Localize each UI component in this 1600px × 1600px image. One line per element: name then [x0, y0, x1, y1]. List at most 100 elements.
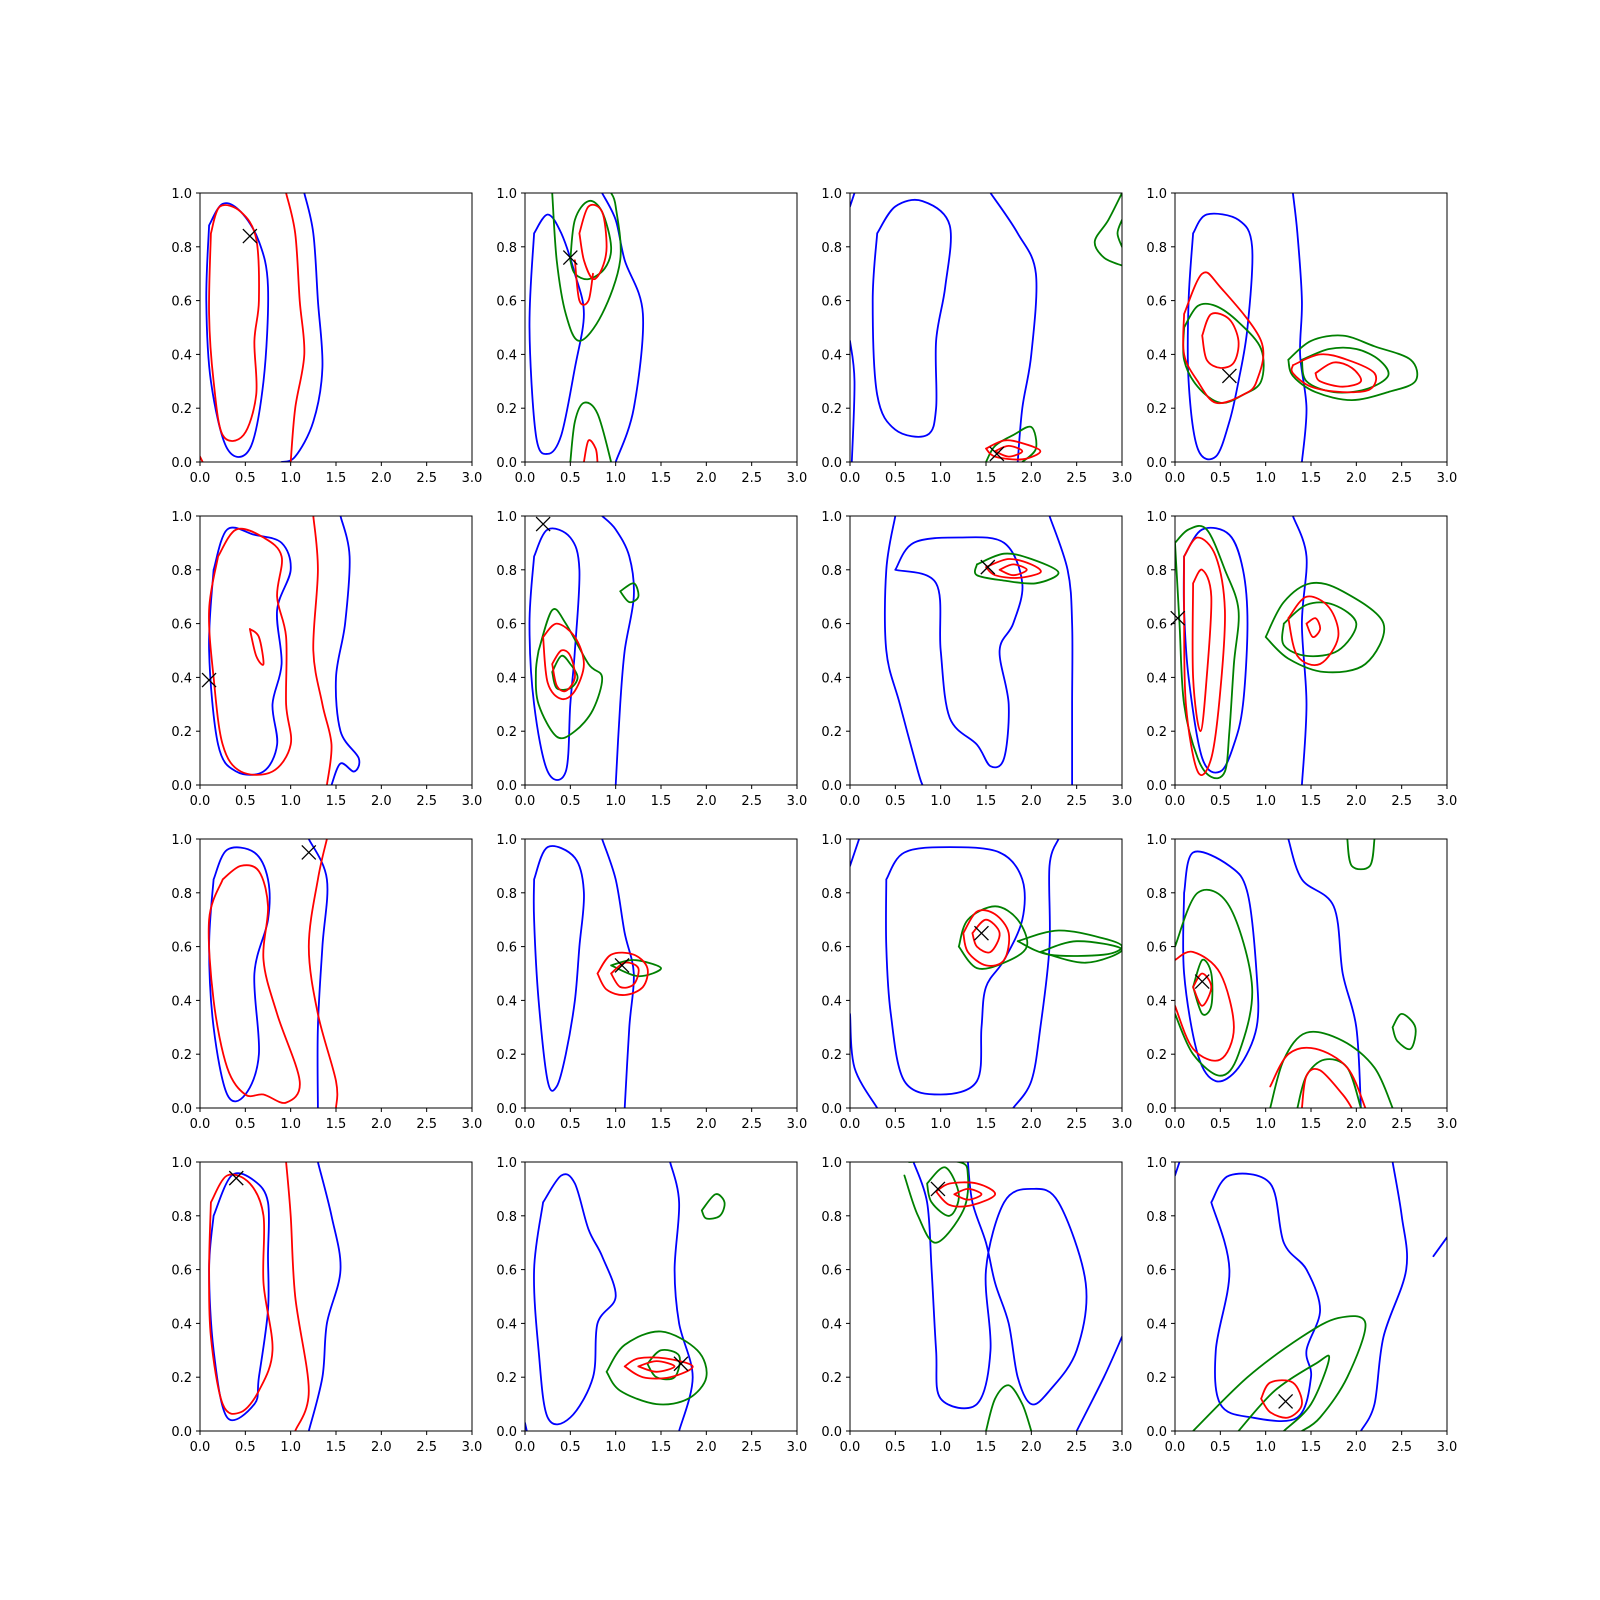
red-contour — [551, 649, 576, 693]
x-tick-label: 0.0 — [1165, 1117, 1186, 1132]
x-tick-label: 0.0 — [515, 471, 536, 486]
y-tick-label: 1.0 — [496, 833, 517, 848]
x-tick-label: 2.5 — [416, 471, 437, 486]
x-tick-label: 2.5 — [741, 794, 762, 809]
y-tick-label: 1.0 — [821, 1156, 842, 1171]
green-contour — [1182, 302, 1265, 404]
blue-contour — [330, 516, 361, 785]
green-contour — [1287, 334, 1419, 401]
y-tick-label: 0.6 — [496, 941, 517, 956]
green-contour — [1269, 1030, 1394, 1108]
x-tick-label: 1.0 — [1255, 1440, 1276, 1455]
x-tick-label: 0.5 — [1210, 471, 1231, 486]
plot-area — [200, 193, 324, 462]
y-tick-label: 0.2 — [1146, 402, 1167, 417]
blue-contour — [307, 839, 329, 1108]
y-tick-label: 0.6 — [821, 1264, 842, 1279]
x-marker — [228, 1170, 244, 1186]
x-tick-label: 0.0 — [840, 471, 861, 486]
x-tick-label: 1.5 — [326, 794, 347, 809]
axes-frame — [199, 192, 473, 463]
y-tick-label: 0.6 — [496, 295, 517, 310]
axes-frame — [199, 838, 473, 1109]
panel-r4c1: 0.0 0.5 1.0 1.5 2.0 2.5 3.0 0.0 0.2 0.4 0.6 0.8 1.0 — [171, 1156, 482, 1455]
y-tick-label: 0.4 — [1146, 994, 1167, 1009]
x-tick-label: 1.5 — [651, 1440, 672, 1455]
red-contour — [637, 1360, 676, 1373]
x-tick-label: 1.5 — [976, 1440, 997, 1455]
x-marker — [301, 844, 317, 860]
y-tick-label: 0.8 — [821, 1210, 842, 1225]
red-contour — [208, 527, 293, 776]
x-marker — [562, 250, 578, 266]
y-tick-label: 0.2 — [1146, 725, 1167, 740]
red-contour — [285, 193, 306, 462]
x-tick-label: 2.5 — [416, 1440, 437, 1455]
axes-frame — [199, 515, 473, 786]
y-tick-label: 0.6 — [1146, 618, 1167, 633]
red-contour — [623, 1356, 694, 1380]
x-tick-label: 3.0 — [1437, 794, 1458, 809]
x-tick-label: 1.0 — [1255, 794, 1276, 809]
green-contour — [1296, 1058, 1362, 1108]
y-tick-label: 0.2 — [171, 1048, 192, 1063]
x-tick-label: 1.5 — [651, 1117, 672, 1132]
y-tick-label: 0.4 — [496, 994, 517, 1009]
y-tick-label: 0.4 — [1146, 1317, 1167, 1332]
blue-contour — [1048, 516, 1074, 785]
red-contour — [1269, 1046, 1367, 1108]
y-tick-label: 0.2 — [821, 1048, 842, 1063]
y-tick-label: 0.6 — [171, 941, 192, 956]
x-tick-label: 1.5 — [651, 471, 672, 486]
red-contour — [1201, 312, 1240, 369]
y-tick-label: 0.0 — [496, 779, 517, 794]
y-tick-label: 0.4 — [821, 348, 842, 363]
blue-contour — [528, 213, 585, 455]
x-tick-label: 2.5 — [1391, 1117, 1412, 1132]
red-contour — [935, 1181, 996, 1208]
x-tick-label: 3.0 — [462, 1440, 483, 1455]
green-contour — [619, 582, 640, 604]
x-tick-label: 1.5 — [1301, 1440, 1322, 1455]
x-tick-label: 1.5 — [1301, 471, 1322, 486]
y-tick-label: 0.0 — [821, 1102, 842, 1117]
red-contour — [985, 558, 1042, 579]
y-tick-label: 0.2 — [496, 1048, 517, 1063]
x-tick-label: 1.5 — [1301, 1117, 1322, 1132]
blue-contour — [1182, 850, 1260, 1083]
x-marker — [930, 1181, 946, 1197]
blue-contour — [1432, 1236, 1447, 1258]
x-tick-label: 2.5 — [1391, 1440, 1412, 1455]
y-tick-label: 1.0 — [821, 510, 842, 525]
blue-contour — [532, 845, 585, 1092]
plot-area — [883, 516, 1074, 785]
x-tick-label: 0.0 — [1165, 1440, 1186, 1455]
red-contour — [1290, 353, 1377, 394]
plot-area — [903, 1162, 1122, 1431]
x-tick-label: 0.5 — [885, 1440, 906, 1455]
x-tick-label: 0.5 — [885, 794, 906, 809]
x-tick-label: 1.5 — [326, 1117, 347, 1132]
x-tick-label: 3.0 — [1112, 1440, 1133, 1455]
x-marker — [1194, 974, 1210, 990]
panel-r3c1: 0.0 0.5 1.0 1.5 2.0 2.5 3.0 0.0 0.2 0.4 0.6 0.8 1.0 — [171, 833, 482, 1132]
plot-area — [532, 839, 662, 1108]
blue-contour — [989, 193, 1038, 462]
y-tick-label: 0.4 — [171, 1317, 192, 1332]
green-contour — [974, 552, 1060, 585]
green-contour — [569, 401, 612, 462]
green-contour — [700, 1193, 726, 1220]
y-tick-label: 0.8 — [821, 887, 842, 902]
y-tick-label: 1.0 — [1146, 510, 1167, 525]
green-contour — [1237, 1354, 1331, 1431]
blue-contour — [1186, 212, 1254, 461]
green-contour — [1264, 581, 1386, 674]
x-tick-label: 2.5 — [416, 794, 437, 809]
y-tick-label: 0.2 — [821, 725, 842, 740]
y-tick-label: 0.8 — [1146, 564, 1167, 579]
x-tick-label: 1.0 — [605, 1440, 626, 1455]
red-contour — [583, 439, 599, 462]
green-contour — [1192, 1315, 1367, 1431]
panel-r2c2: 0.0 0.5 1.0 1.5 2.0 2.5 3.0 0.0 0.2 0.4 0.6 0.8 1.0 — [496, 510, 807, 809]
x-tick-label: 1.5 — [326, 471, 347, 486]
